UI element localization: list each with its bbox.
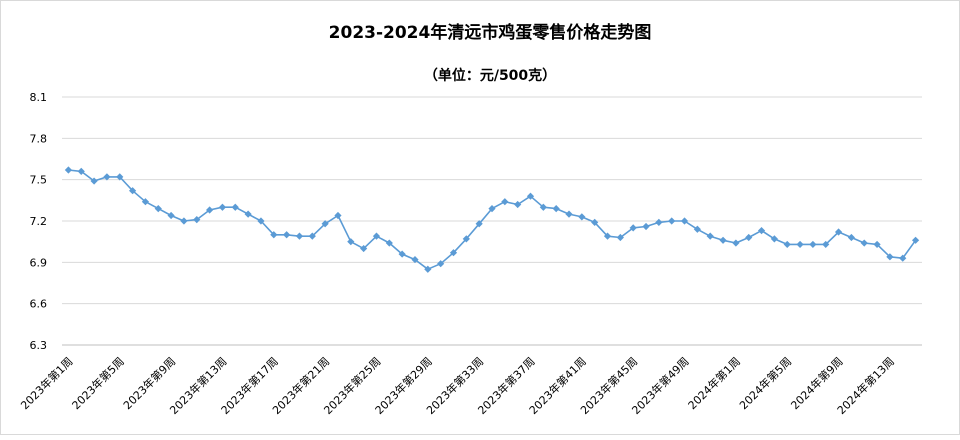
- data-point: [642, 222, 650, 231]
- data-point: [411, 255, 419, 264]
- y-tick-label: 6.3: [30, 339, 48, 352]
- data-point: [475, 220, 483, 228]
- data-point: [103, 173, 111, 181]
- y-tick-label: 8.1: [30, 91, 48, 104]
- data-point: [899, 254, 907, 262]
- data-point: [488, 205, 496, 213]
- y-tick-label: 6.9: [30, 256, 48, 269]
- chart-subtitle: （单位：元/500克）: [424, 67, 556, 84]
- y-axis: 6.3 6.6 6.9 7.2 7.5 7.8 8.1: [30, 91, 48, 352]
- data-point: [911, 236, 920, 244]
- y-tick-label: 7.2: [30, 215, 48, 228]
- data-point: [796, 240, 804, 249]
- data-point: [64, 166, 73, 174]
- data-point: [295, 232, 304, 240]
- data-point: [462, 235, 470, 243]
- data-point: [206, 206, 214, 214]
- data-point: [360, 244, 368, 253]
- data-point: [860, 239, 868, 247]
- data-point: [77, 167, 85, 175]
- data-point: [437, 260, 445, 268]
- data-point: [680, 217, 689, 225]
- data-point: [603, 232, 612, 240]
- data-point: [757, 227, 766, 235]
- data-point: [257, 217, 265, 225]
- data-point: [629, 224, 637, 232]
- series-egg-price: [64, 166, 920, 273]
- data-point: [141, 198, 150, 206]
- data-point: [193, 216, 201, 224]
- data-point: [244, 210, 252, 218]
- data-point: [231, 203, 239, 211]
- y-tick-label: 7.5: [30, 174, 48, 187]
- data-point: [385, 239, 393, 247]
- data-point: [565, 210, 573, 218]
- data-point: [90, 177, 98, 185]
- data-point: [514, 200, 522, 209]
- data-point: [770, 235, 778, 243]
- data-point: [552, 205, 560, 213]
- data-point: [873, 240, 881, 249]
- data-point: [424, 265, 432, 273]
- data-point: [668, 217, 676, 225]
- data-point: [167, 211, 175, 220]
- data-point: [218, 203, 227, 211]
- data-point: [321, 220, 329, 228]
- data-point: [539, 203, 547, 211]
- chart-title: 2023-2024年清远市鸡蛋零售价格走势图: [329, 22, 652, 43]
- data-point: [180, 217, 188, 225]
- data-point: [783, 240, 791, 249]
- data-point: [501, 198, 509, 206]
- data-point: [809, 240, 817, 249]
- y-tick-label: 6.6: [30, 298, 48, 311]
- data-point: [719, 236, 727, 244]
- data-point: [655, 218, 663, 226]
- data-point: [886, 253, 894, 261]
- data-point: [822, 240, 830, 249]
- data-point: [693, 225, 701, 233]
- data-point: [308, 232, 316, 240]
- data-point: [334, 211, 342, 220]
- data-point: [128, 187, 137, 195]
- data-point: [347, 238, 355, 246]
- data-point: [591, 218, 599, 226]
- y-tick-label: 7.8: [30, 132, 48, 145]
- data-point: [398, 250, 406, 258]
- data-point: [449, 249, 458, 257]
- data-point: [706, 232, 714, 240]
- data-point: [745, 233, 753, 242]
- data-point: [372, 232, 381, 240]
- data-point: [283, 231, 291, 239]
- data-point: [154, 205, 162, 213]
- data-point: [578, 213, 586, 221]
- data-point: [270, 231, 278, 239]
- data-point: [847, 233, 856, 242]
- data-point: [616, 233, 624, 242]
- data-point: [834, 228, 843, 236]
- data-point: [526, 192, 535, 200]
- data-point: [732, 239, 740, 247]
- data-point: [116, 173, 124, 181]
- gridlines: [62, 96, 922, 346]
